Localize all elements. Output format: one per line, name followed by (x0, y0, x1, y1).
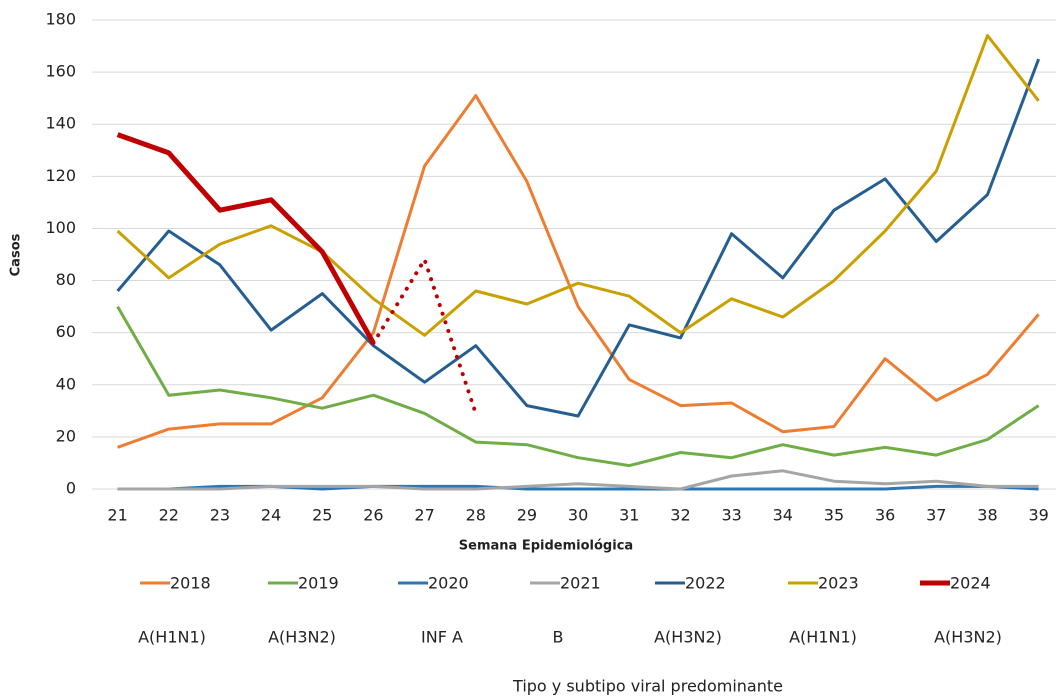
x-tick-label: 24 (261, 506, 281, 525)
subtype-label: A(H3N2) (268, 628, 336, 647)
y-axis-title: Casos (9, 233, 24, 276)
x-tick-label: 32 (670, 506, 690, 525)
y-tick-label: 140 (45, 114, 76, 133)
x-tick-label: 38 (977, 506, 997, 525)
x-tick-label: 21 (107, 506, 127, 525)
x-tick-label: 25 (312, 506, 332, 525)
series-line (116, 305, 1040, 468)
x-tick-label: 39 (1028, 506, 1048, 525)
x-tick-label: 29 (517, 506, 537, 525)
legend-label: 2020 (428, 574, 469, 593)
y-tick-label: 40 (56, 374, 76, 393)
y-tick-label: 180 (45, 10, 76, 29)
x-tick-label: 31 (619, 506, 639, 525)
subtype-label: B (553, 628, 564, 647)
legend-label: 2018 (170, 574, 211, 593)
y-tick-label: 100 (45, 218, 76, 237)
y-tick-label: 80 (56, 270, 76, 289)
x-tick-label: 26 (363, 506, 383, 525)
x-tick-label: 35 (824, 506, 844, 525)
x-tick-label: 22 (159, 506, 179, 525)
y-tick-label: 20 (56, 426, 76, 445)
series-line (116, 34, 1040, 337)
legend-label: 2019 (298, 574, 339, 593)
x-tick-label: 37 (926, 506, 946, 525)
series-line (116, 132, 376, 345)
y-tick-label: 120 (45, 166, 76, 185)
y-tick-label: 0 (66, 479, 76, 498)
x-tick-label: 34 (773, 506, 793, 525)
series-line (117, 469, 1039, 491)
series-line (117, 94, 1040, 449)
legend-label: 2023 (818, 574, 859, 593)
footer: Tipo y subtipo viral predominante (512, 677, 783, 696)
y-tick-label: 60 (56, 322, 76, 341)
x-tick-label: 23 (210, 506, 230, 525)
subtype-label: A(H1N1) (789, 628, 857, 647)
subtype-label: A(H3N2) (934, 628, 1002, 647)
y-tick-label: 160 (45, 62, 76, 81)
x-tick-label: 36 (875, 506, 895, 525)
x-tick-label: 33 (721, 506, 741, 525)
subtype-label: INF A (421, 628, 463, 647)
x-axis-title: Semana Epidemiológica (459, 539, 633, 554)
subtype-label: A(H3N2) (654, 628, 722, 647)
legend-label: 2024 (950, 574, 991, 593)
series-line (116, 58, 1041, 418)
x-tick-label: 28 (466, 506, 486, 525)
subtype-label: A(H1N1) (138, 628, 206, 647)
x-tick-label: 30 (568, 506, 588, 525)
legend-label: 2022 (685, 574, 726, 593)
legend-label: 2021 (560, 574, 601, 593)
x-tick-label: 27 (414, 506, 434, 525)
